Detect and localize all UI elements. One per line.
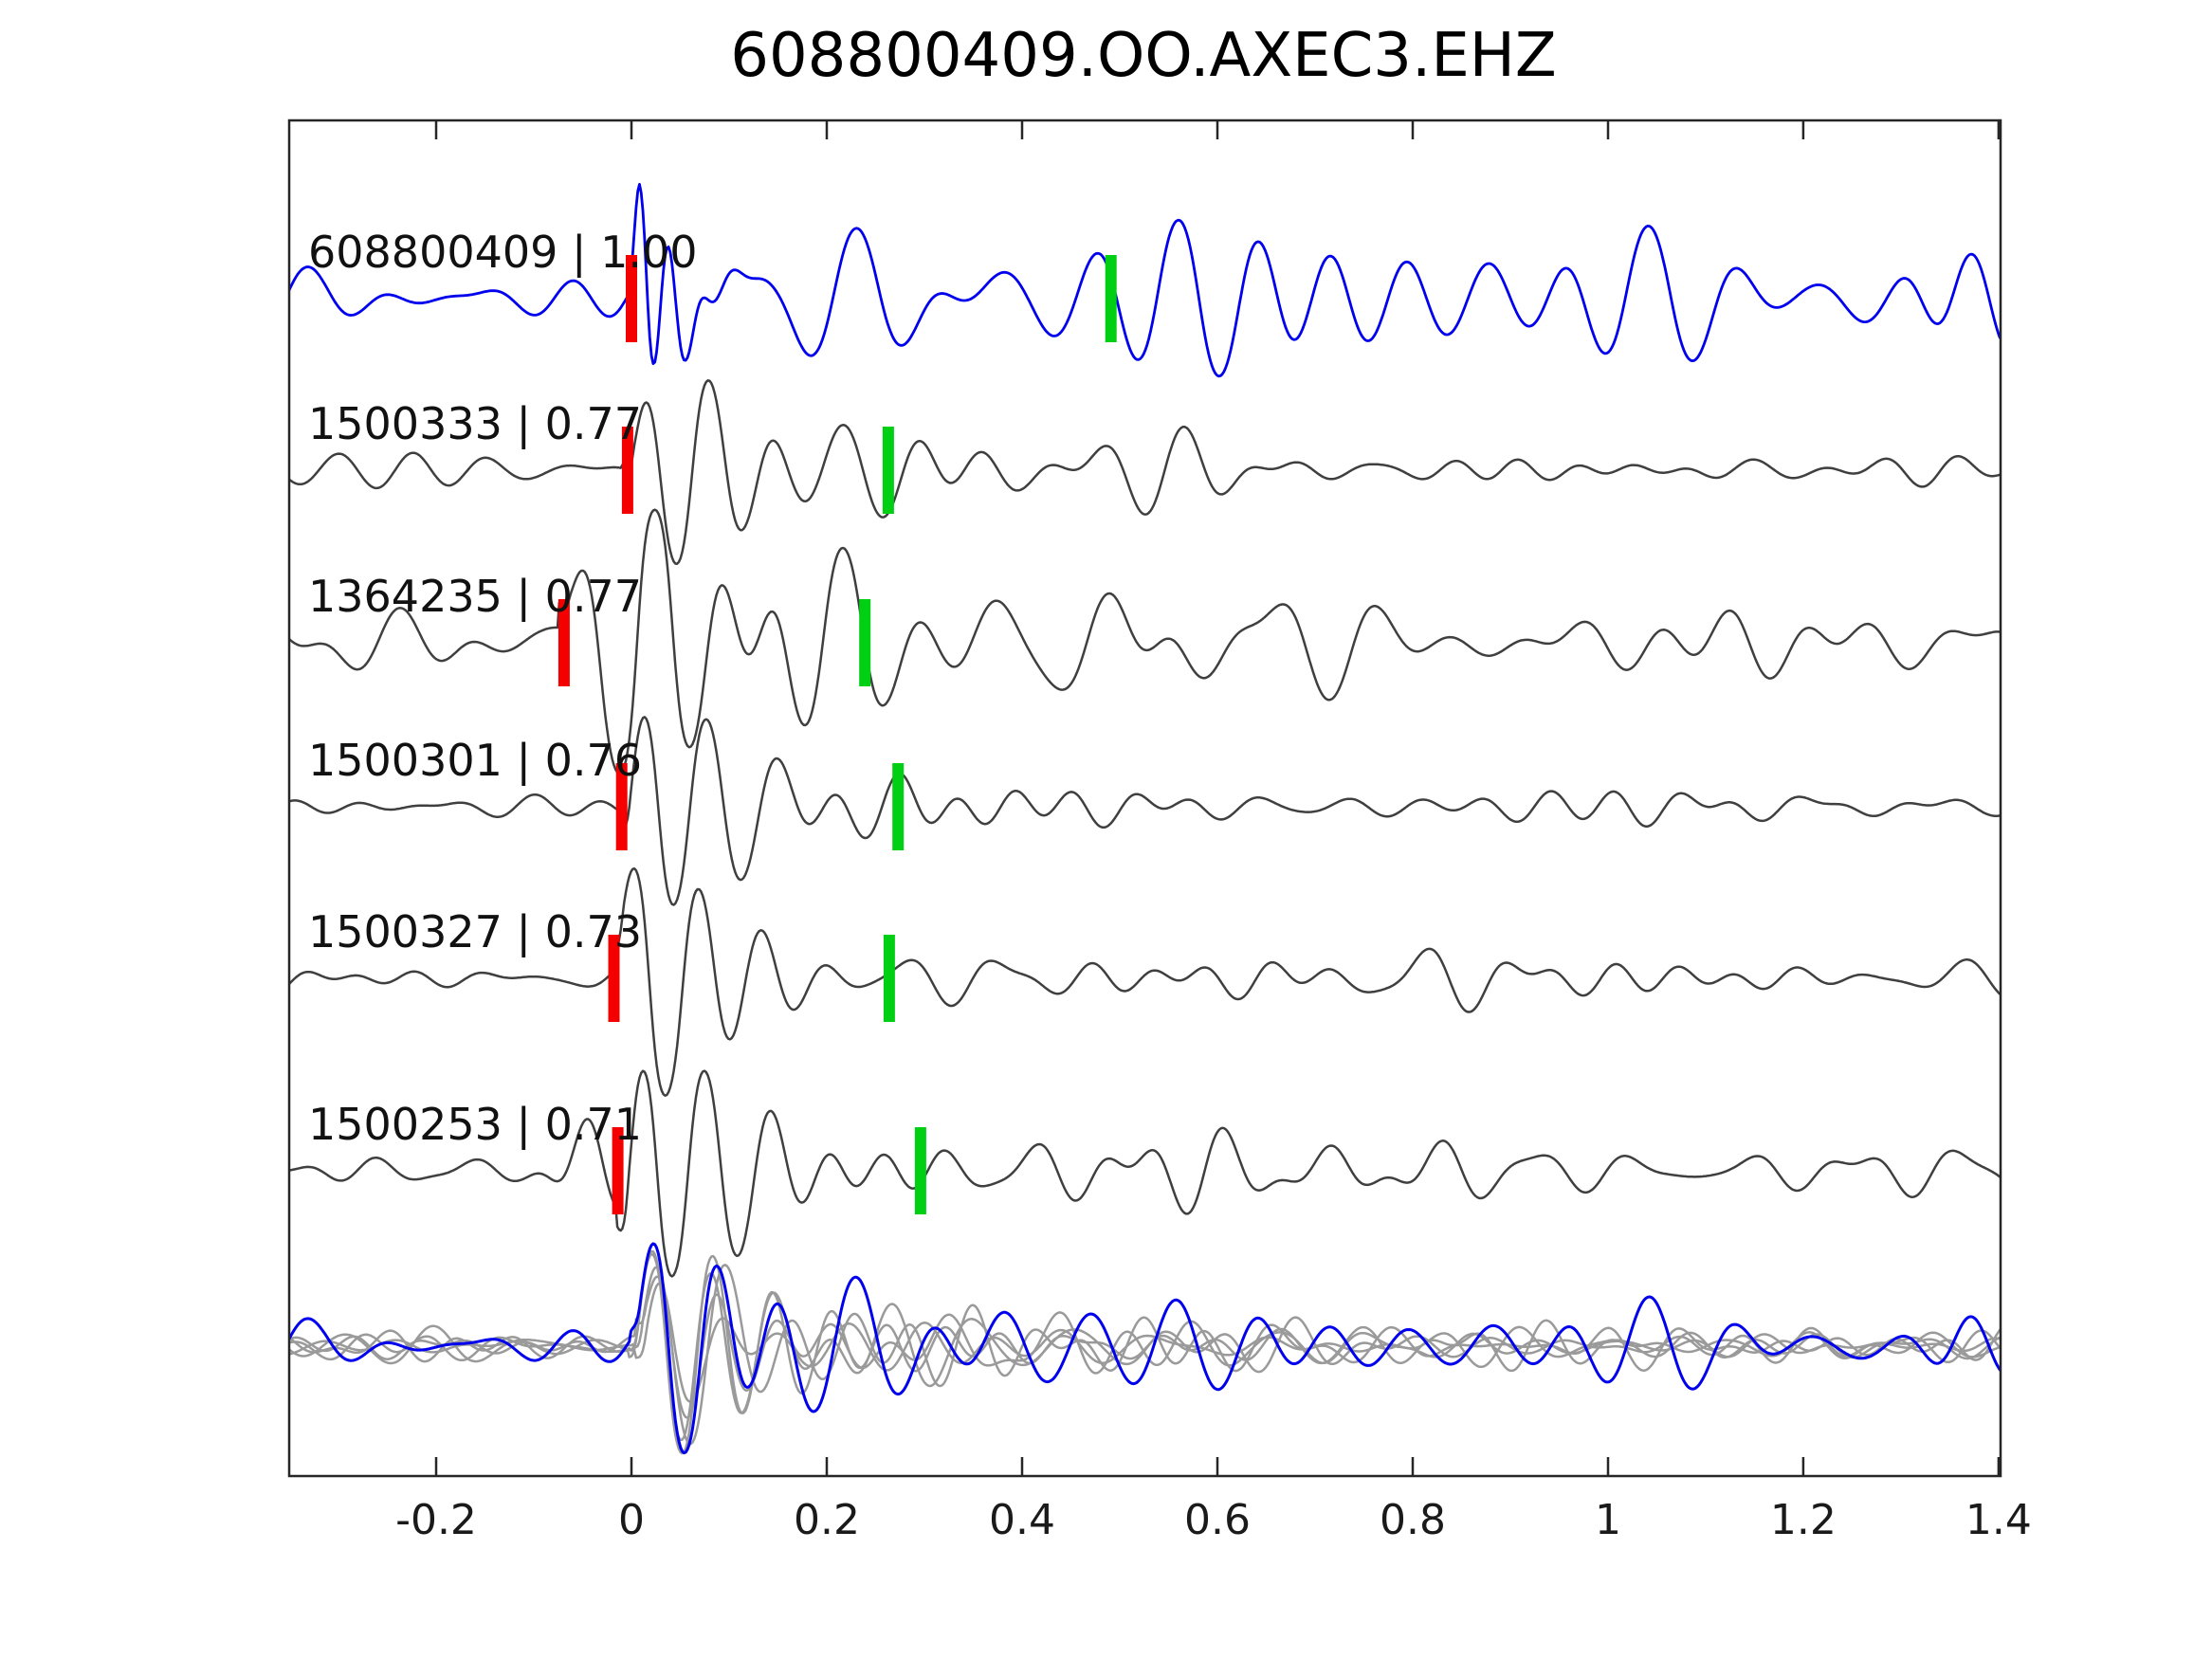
x-tick-label-0: 0 — [618, 1496, 645, 1544]
x-tick-label-0.8: 0.8 — [1380, 1496, 1446, 1544]
x-tick-label-1.2: 1.2 — [1769, 1496, 1837, 1544]
waveform-trace-1500253 — [289, 1069, 2001, 1278]
red-pick-marker-1500301 — [615, 763, 628, 850]
trace-label-1500301: 1500301 | 0.76 — [308, 735, 643, 786]
trace-label-1500327: 1500327 | 0.73 — [308, 906, 643, 957]
waveform-trace-1500327 — [289, 866, 2001, 1097]
waveforms-group — [289, 182, 2001, 1455]
waveform-trace-1500301 — [289, 716, 2001, 906]
red-pick-marker-1500253 — [612, 1127, 624, 1214]
waveform-trace-1500333 — [289, 379, 2001, 565]
x-tick-label-0.6: 0.6 — [1184, 1496, 1251, 1544]
green-pick-marker-1364235 — [859, 599, 871, 686]
green-pick-marker-1500333 — [882, 427, 894, 514]
trace-label-1364235: 1364235 | 0.77 — [308, 571, 643, 622]
green-pick-marker-1500301 — [892, 763, 905, 850]
trace-label-1500253: 1500253 | 0.71 — [308, 1099, 643, 1150]
x-tick-label-1.4: 1.4 — [1965, 1496, 2032, 1544]
waveform-trace-608800409 — [289, 182, 2001, 378]
plot-frame — [287, 118, 2002, 1478]
x-tick-label-0.2: 0.2 — [794, 1496, 860, 1544]
waveform-trace-1364235 — [289, 508, 2001, 775]
x-tick-label-0.4: 0.4 — [989, 1496, 1055, 1544]
trace-label-1500333: 1500333 | 0.77 — [308, 398, 643, 449]
red-pick-marker-608800409 — [626, 255, 637, 342]
green-pick-marker-608800409 — [1105, 255, 1117, 342]
trace-label-608800409: 608800409 | 1.00 — [308, 227, 698, 278]
red-pick-marker-1500333 — [621, 427, 633, 514]
chart-title: 608800409.OO.AXEC3.EHZ — [730, 21, 1557, 91]
x-tick-label--0.2: -0.2 — [395, 1496, 477, 1544]
red-pick-marker-1364235 — [558, 599, 570, 686]
red-pick-marker-1500327 — [608, 935, 620, 1022]
x-tick-label-1: 1 — [1595, 1496, 1621, 1544]
green-pick-marker-1500327 — [883, 935, 895, 1022]
overlay-waveform-blue — [289, 1242, 2001, 1455]
green-pick-marker-1500253 — [914, 1127, 926, 1214]
